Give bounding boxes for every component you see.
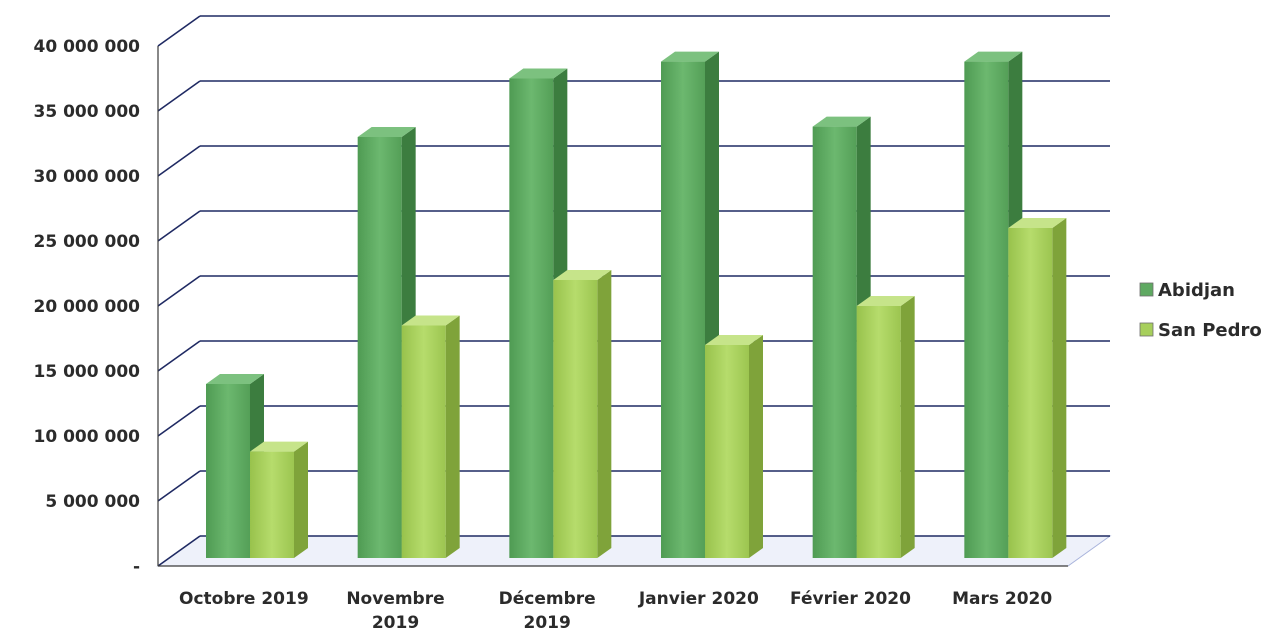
legend-label: Abidjan	[1158, 280, 1235, 301]
gridline	[157, 405, 1110, 437]
bars-layer	[206, 51, 1067, 558]
legend-swatch	[1139, 282, 1154, 297]
bar	[553, 270, 612, 558]
legend: Abidjan San Pedro	[1139, 280, 1262, 341]
bar	[705, 335, 763, 558]
x-tick-label: Février 2020	[790, 589, 911, 609]
gridline	[157, 80, 1110, 112]
x-tick-label: Décembre 2019	[499, 589, 596, 633]
gridline	[157, 145, 1110, 177]
gridline	[157, 15, 1110, 47]
gridline	[157, 275, 1110, 307]
gridline	[157, 210, 1110, 242]
y-tick-label: 20 000 000	[34, 297, 141, 317]
y-tick-label: 40 000 000	[34, 37, 141, 57]
y-tick-label: 10 000 000	[34, 427, 141, 447]
legend-swatch	[1139, 322, 1154, 337]
x-tick-label: Octobre 2019	[179, 589, 309, 609]
bar	[856, 296, 915, 558]
bar	[401, 315, 460, 558]
bar	[1008, 218, 1067, 558]
gridline	[157, 470, 1110, 502]
legend-label: San Pedro	[1158, 320, 1262, 341]
gridline	[157, 340, 1110, 372]
axis-layer	[157, 46, 1068, 567]
y-tick-label: -	[133, 557, 140, 577]
x-tick-label: Novembre 2019	[346, 589, 444, 633]
legend-item: San Pedro	[1139, 320, 1262, 341]
x-tick-label: Janvier 2020	[638, 589, 759, 609]
gridline	[157, 535, 1110, 567]
bar	[250, 441, 308, 558]
y-tick-label: 35 000 000	[34, 102, 141, 122]
y-tick-label: 5 000 000	[45, 492, 140, 512]
x-tick-label: Mars 2020	[952, 589, 1052, 609]
y-tick-label: 15 000 000	[34, 362, 141, 382]
labels-layer: - 5 000 000 10 000 000 15 000 000 20 000 000…	[34, 37, 1053, 633]
y-tick-label: 25 000 000	[34, 232, 141, 252]
legend-item: Abidjan	[1139, 280, 1235, 301]
y-tick-label: 30 000 000	[34, 167, 141, 187]
